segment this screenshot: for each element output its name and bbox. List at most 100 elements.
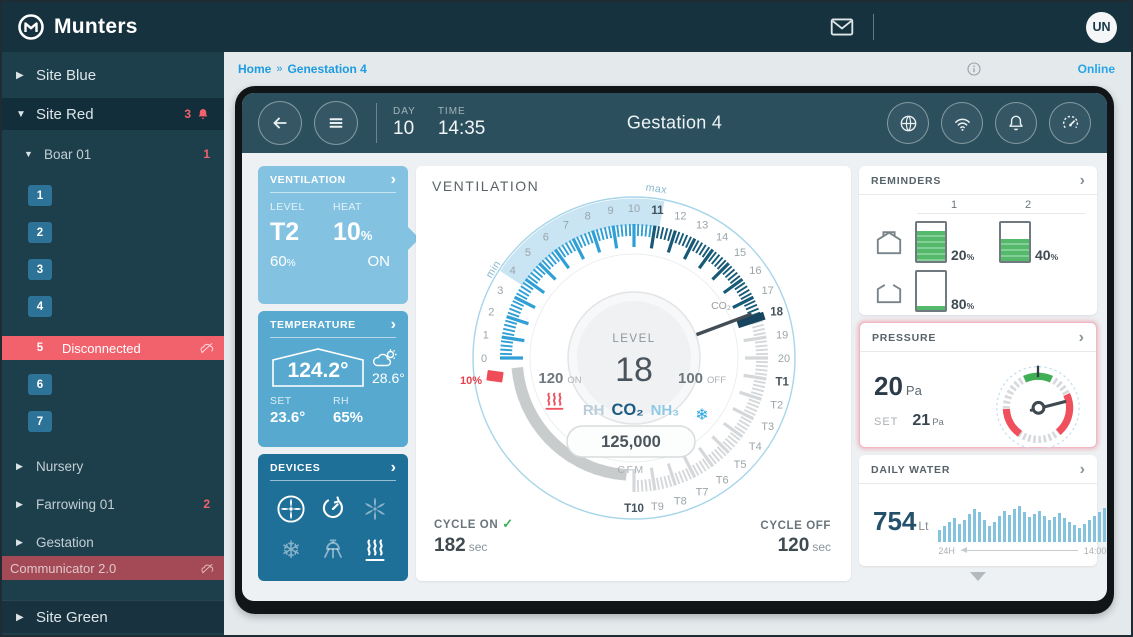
- gauge-tick-major: [666, 230, 677, 253]
- wifi-button[interactable]: [941, 102, 983, 144]
- water-bar: [1013, 508, 1017, 542]
- room-tile-2[interactable]: 2: [28, 222, 52, 243]
- water-bar: [948, 521, 952, 542]
- cycle-on-label: CYCLE ON: [434, 519, 499, 531]
- gauge-tick-minor: [754, 368, 767, 372]
- menu-button[interactable]: [314, 101, 358, 145]
- info-icon[interactable]: [966, 61, 982, 77]
- gauge-scale-label: 13: [695, 219, 707, 231]
- dashboard-button[interactable]: [1049, 102, 1091, 144]
- room-tile-5-disconnected[interactable]: 5 Disconnected: [2, 336, 224, 360]
- gauge-scale-label: T7: [695, 487, 708, 499]
- gauge-tick-minor: [733, 281, 745, 291]
- alarms-button[interactable]: [995, 102, 1037, 144]
- sidebar-item-farrowing-01[interactable]: ▶ Farrowing 01 2: [2, 490, 224, 518]
- mail-icon[interactable]: [829, 16, 855, 38]
- devices-card[interactable]: DEVICES ›: [258, 454, 408, 581]
- sidebar-item-site-red[interactable]: ▼ Site Red 3: [2, 98, 224, 130]
- fan-blades-device-icon[interactable]: [360, 494, 390, 524]
- axis-arrow-line: [960, 547, 1078, 554]
- gauge-tick-minor: [568, 240, 576, 252]
- gauge-scale-label: 2: [488, 307, 494, 319]
- column-2-header: 2: [1024, 199, 1032, 211]
- gauge-tick-minor: [698, 460, 707, 472]
- gauge-tick-minor: [655, 226, 660, 239]
- gauge-scale-label: T2: [770, 399, 783, 411]
- heater-device-icon[interactable]: [360, 537, 390, 565]
- water-total: 754 Lt: [873, 506, 929, 537]
- scroll-down-indicator[interactable]: [970, 572, 986, 581]
- reminders-card[interactable]: REMINDERS › 1 2: [859, 166, 1097, 315]
- room-tile-1[interactable]: 1: [28, 185, 52, 206]
- gauge-tick-minor: [707, 453, 717, 465]
- card-title: VENTILATION: [270, 174, 346, 186]
- gauge-scale-label: 6: [542, 232, 548, 244]
- sidebar-item-site-blue[interactable]: ▶ Site Blue: [2, 60, 224, 90]
- time-value: 14:35: [437, 118, 486, 139]
- reminder-column-headers: 1 2: [917, 199, 1085, 214]
- gauge-tick-major: [682, 237, 696, 260]
- room-tile-6[interactable]: 6: [28, 374, 52, 395]
- gauge-tick-minor: [547, 254, 557, 265]
- cooling-device-icon[interactable]: ❄: [280, 537, 302, 565]
- cycle-off-value: 120: [777, 535, 810, 556]
- room-tile-3[interactable]: 3: [28, 259, 52, 280]
- left-card-column: VENTILATION › LEVEL HEAT T2 10% 60% ON: [258, 166, 408, 581]
- temperature-card[interactable]: TEMPERATURE › 124.2°: [258, 311, 408, 448]
- gauge-tick-minor: [721, 265, 732, 276]
- day-block: DAY 10: [393, 106, 416, 140]
- heat-icon: [544, 392, 563, 410]
- gauge-tick-minor: [519, 285, 532, 294]
- cloud-off-icon: [201, 563, 214, 574]
- back-button[interactable]: [258, 101, 302, 145]
- gauge-tick-minor: [738, 419, 750, 428]
- gauge-tick-major: [505, 315, 529, 326]
- user-avatar[interactable]: UN: [1086, 11, 1117, 43]
- gauge-max-label: max: [645, 182, 668, 197]
- gauge-tick-major: [731, 295, 754, 310]
- timer-device-icon[interactable]: [318, 494, 348, 524]
- gauge-tick-minor: [694, 242, 703, 254]
- water-bar: [1103, 507, 1107, 542]
- silo-fill: [1001, 238, 1029, 261]
- sidebar-item-boar-01[interactable]: ▼ Boar 01 1: [2, 140, 224, 168]
- cycle-on-value: 182: [434, 535, 466, 556]
- gauge-tick-major: [513, 295, 536, 310]
- pressure-card[interactable]: PRESSURE › 20 Pa SET 21 Pa: [859, 321, 1097, 450]
- house-outline-icon: [272, 348, 364, 387]
- sensor-mode-selector[interactable]: RH CO₂ NH₃: [582, 401, 678, 419]
- sidebar-item-nursery[interactable]: ▶ Nursery: [2, 452, 224, 480]
- gauge-scale-label: 3: [497, 285, 503, 297]
- chevron-right-icon: ›: [1079, 172, 1085, 189]
- sidebar-item-site-green[interactable]: ▶ Site Green: [2, 600, 224, 633]
- water-bar: [1093, 515, 1097, 542]
- sprayer-device-icon[interactable]: [318, 537, 348, 565]
- room-title: Gestation 4: [626, 112, 723, 133]
- breadcrumb-home[interactable]: Home: [238, 62, 272, 76]
- sidebar-item-gestation[interactable]: ▶ Gestation: [2, 528, 224, 556]
- fan-device-icon[interactable]: [275, 493, 307, 525]
- gauge-tick-minor: [701, 246, 710, 258]
- gauge-tick-minor: [710, 254, 720, 265]
- gauge-tick-minor: [684, 467, 692, 480]
- communicator-offline-bar[interactable]: Communicator 2.0: [2, 556, 224, 580]
- room-tile-4[interactable]: 4: [28, 296, 52, 317]
- header-action-buttons: [875, 102, 1091, 144]
- gauge-tick-major: [738, 390, 762, 401]
- ventilation-card[interactable]: VENTILATION › LEVEL HEAT T2 10% 60% ON: [258, 166, 408, 305]
- chevron-right-icon: ▶: [16, 611, 24, 623]
- gauge-tick-minor: [666, 229, 672, 242]
- daily-water-card[interactable]: DAILY WATER › 754 Lt 24H: [859, 454, 1107, 566]
- gauge-tick-minor: [691, 464, 699, 476]
- gauge-tick-major: [553, 248, 570, 270]
- axis-end-label: 14:00: [1083, 545, 1107, 556]
- network-button[interactable]: [887, 102, 929, 144]
- gauge-tick-minor: [517, 288, 529, 297]
- silo-fill: [917, 231, 945, 261]
- gauge-tick-minor: [713, 256, 723, 268]
- gauge-center-inner: [576, 301, 691, 415]
- room-tile-7[interactable]: 7: [28, 411, 52, 432]
- water-bar: [973, 508, 977, 542]
- water-bar: [1078, 527, 1082, 542]
